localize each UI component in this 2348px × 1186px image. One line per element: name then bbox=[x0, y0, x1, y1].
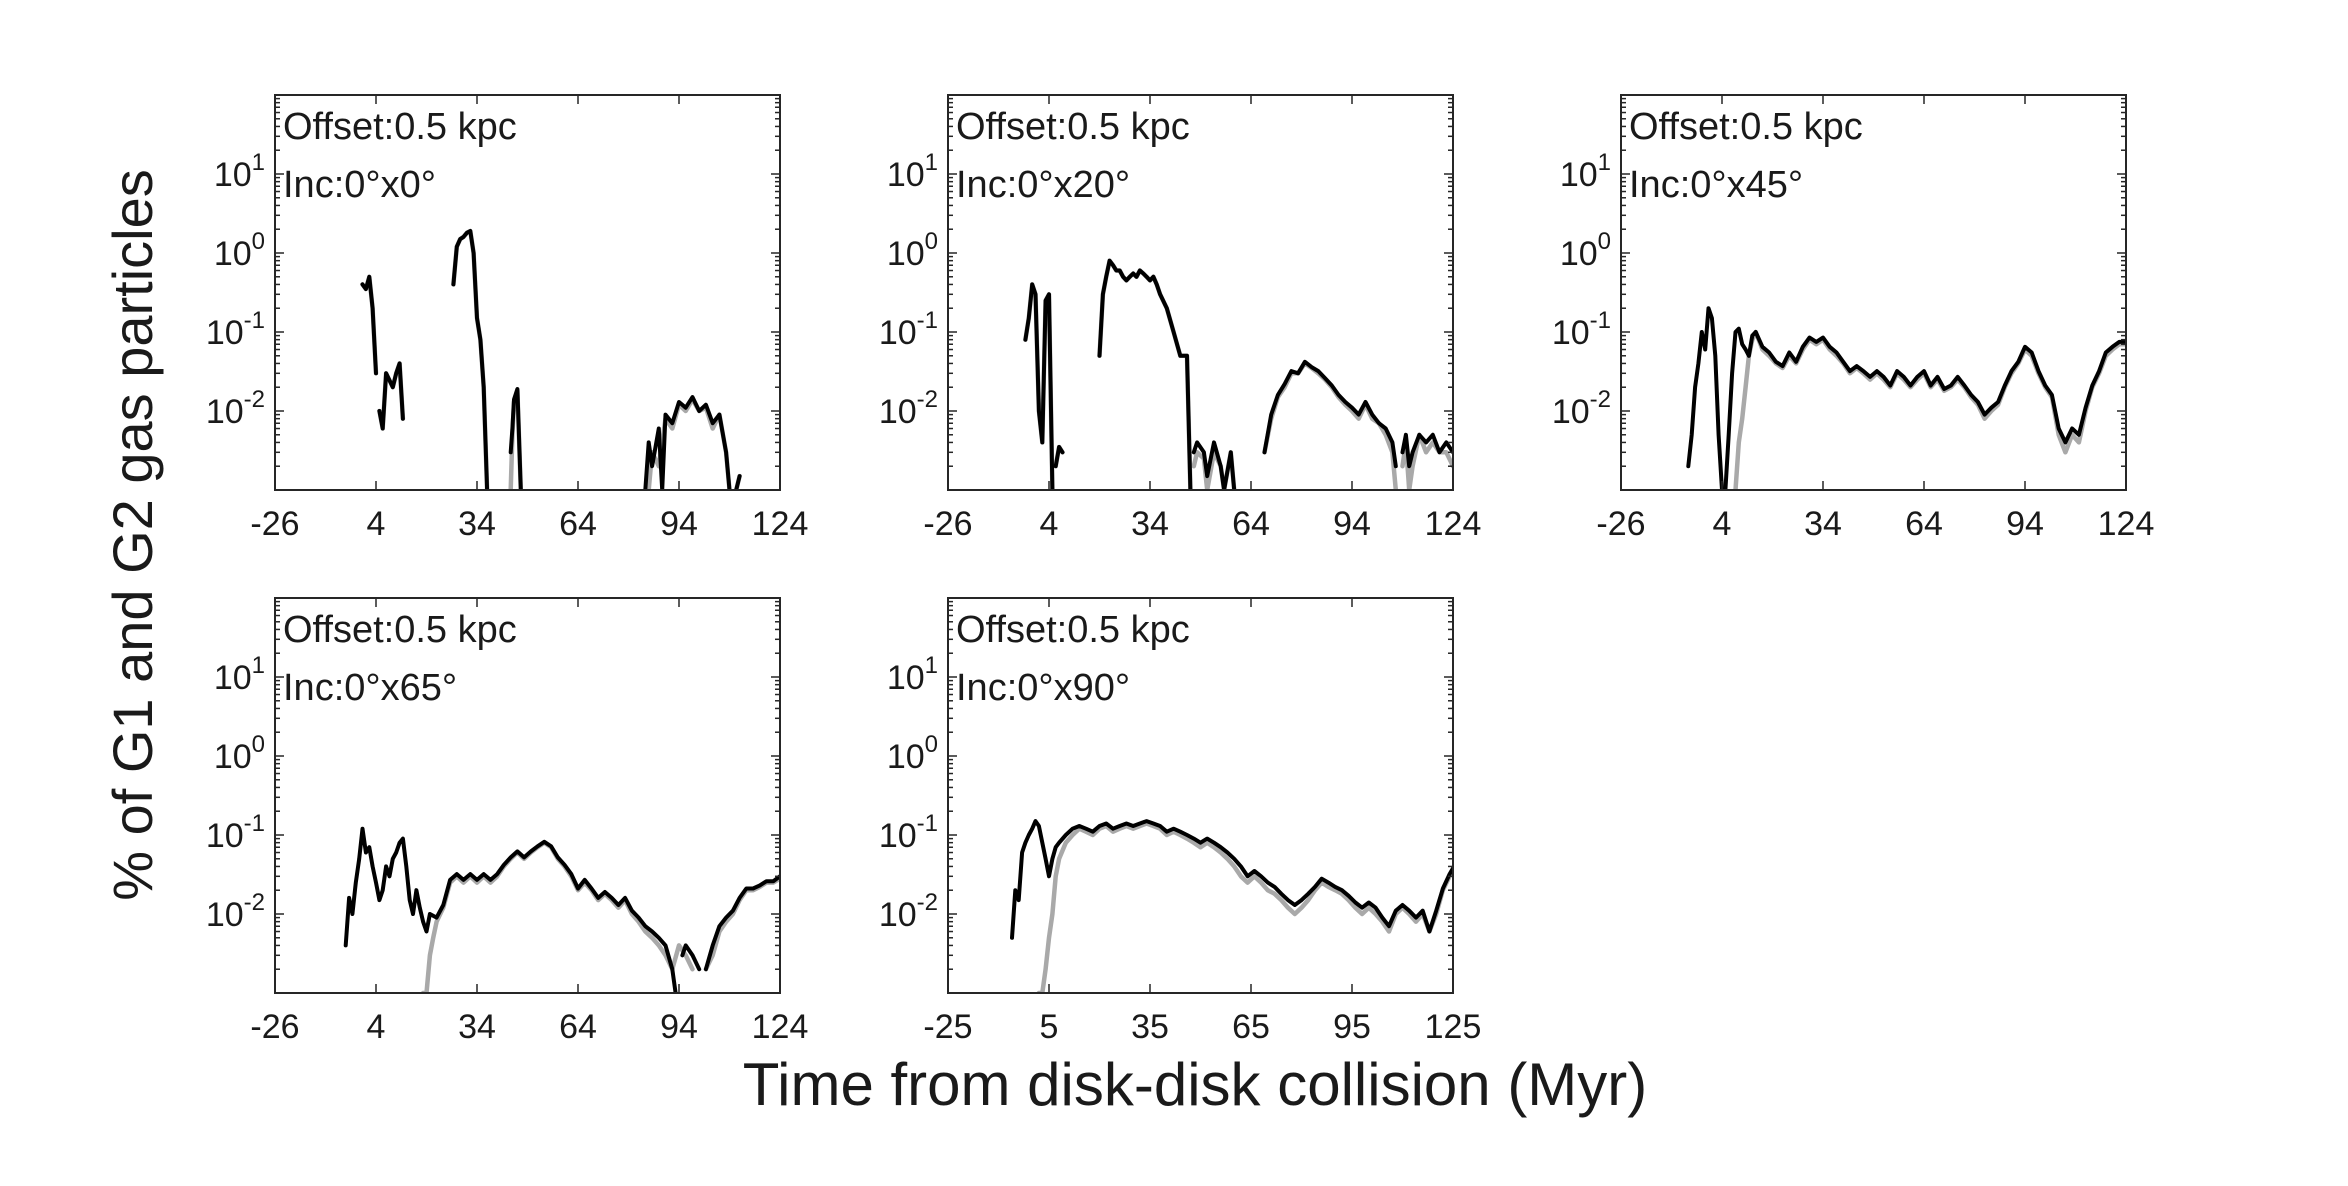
x-tick-label: 34 bbox=[1131, 505, 1169, 543]
panel-annotation: Inc:0°x90° bbox=[956, 667, 1130, 709]
panel-5: 10-2 10-1 100 101 -25 5 35 65 95 125 Offset:0.5 kp… bbox=[879, 597, 1482, 1046]
y-tick-label: 101 bbox=[887, 652, 938, 697]
axes-box bbox=[947, 94, 1454, 491]
panel-2: 10-2 10-1 100 101 -26 4 34 64 94 124 Offset:0.5 kp… bbox=[879, 94, 1482, 543]
series-line-gray-0 bbox=[1036, 821, 1453, 993]
y-tick-label: 10-2 bbox=[206, 889, 265, 934]
panels: 10-2 10-1 100 101 -26 4 34 64 94 124 Offset:0.5 kp… bbox=[206, 94, 2155, 1046]
x-tick-label: -26 bbox=[1596, 505, 1645, 543]
x-tick-label: 65 bbox=[1232, 1008, 1270, 1046]
y-tick-label: 101 bbox=[887, 149, 938, 194]
y-tick-label: 10-2 bbox=[1552, 386, 1611, 431]
series-line-black-1 bbox=[1723, 326, 2126, 490]
series-black bbox=[360, 229, 742, 490]
x-tick-label: 124 bbox=[752, 1008, 809, 1046]
x-tick-label: 4 bbox=[1040, 505, 1059, 543]
x-tick-label: 64 bbox=[559, 1008, 597, 1046]
series-line-black-4 bbox=[643, 395, 732, 490]
series-line-black-1 bbox=[680, 943, 702, 972]
series-gray bbox=[1036, 821, 1453, 993]
panel-annotation: Offset:0.5 kpc bbox=[1629, 106, 1863, 148]
y-tick-label: 10-1 bbox=[879, 307, 938, 352]
x-tick-label: 64 bbox=[559, 505, 597, 543]
y-tick-label: 101 bbox=[214, 652, 265, 697]
x-tick-label: 64 bbox=[1232, 505, 1270, 543]
axes-box bbox=[947, 597, 1454, 994]
panel-annotation: Inc:0°x65° bbox=[283, 667, 457, 709]
panel-annotation: Offset:0.5 kpc bbox=[956, 609, 1190, 651]
x-tick-label: 124 bbox=[752, 505, 809, 543]
series-line-black-0 bbox=[1023, 282, 1055, 490]
axes-box bbox=[274, 597, 781, 994]
panel-3: 10-2 10-1 100 101 -26 4 34 64 94 124 Offset:0.5 kp… bbox=[1552, 94, 2155, 543]
panel-annotation: Offset:0.5 kpc bbox=[283, 609, 517, 651]
panel-4: 10-2 10-1 100 101 -26 4 34 64 94 124 Offset:0.5 kp… bbox=[206, 597, 809, 1046]
y-axis-label: % of G1 and G2 gas particles bbox=[101, 169, 164, 901]
x-tick-label: 125 bbox=[1425, 1008, 1482, 1046]
series-line-black-0 bbox=[360, 274, 378, 376]
x-tick-label: 34 bbox=[458, 1008, 496, 1046]
x-tick-label: 94 bbox=[660, 1008, 698, 1046]
x-tick-label: 4 bbox=[1713, 505, 1732, 543]
x-tick-label: -26 bbox=[923, 505, 972, 543]
x-tick-label: 124 bbox=[2098, 505, 2155, 543]
y-tick-label: 10-1 bbox=[1552, 307, 1611, 352]
panel-annotation: Inc:0°x20° bbox=[956, 164, 1130, 206]
y-tick-label: 10-2 bbox=[206, 386, 265, 431]
y-tick-label: 101 bbox=[214, 149, 265, 194]
x-tick-label: 35 bbox=[1131, 1008, 1169, 1046]
y-tick-label: 100 bbox=[887, 731, 938, 776]
y-tick-label: 10-1 bbox=[206, 810, 265, 855]
series-line-black-0 bbox=[1686, 306, 1724, 490]
y-tick-label: 10-1 bbox=[879, 810, 938, 855]
panel-annotation: Offset:0.5 kpc bbox=[956, 106, 1190, 148]
x-tick-label: 124 bbox=[1425, 505, 1482, 543]
series-black bbox=[1023, 258, 1453, 490]
axes-box bbox=[274, 94, 781, 491]
series-line-black-5 bbox=[1400, 432, 1453, 469]
y-tick-label: 10-2 bbox=[879, 889, 938, 934]
x-tick-label: 64 bbox=[1905, 505, 1943, 543]
series-line-black-1 bbox=[1053, 445, 1065, 469]
x-tick-label: 34 bbox=[1804, 505, 1842, 543]
x-axis-label: Time from disk-disk collision (Myr) bbox=[743, 1051, 1648, 1118]
x-tick-label: -25 bbox=[923, 1008, 972, 1046]
series-line-black-0 bbox=[343, 826, 678, 993]
y-tick-label: 101 bbox=[1560, 149, 1611, 194]
x-tick-label: -26 bbox=[250, 1008, 299, 1046]
x-tick-label: 5 bbox=[1040, 1008, 1059, 1046]
x-tick-label: -26 bbox=[250, 505, 299, 543]
series-black bbox=[343, 826, 780, 993]
x-tick-label: 94 bbox=[1333, 505, 1371, 543]
series-black bbox=[1010, 819, 1453, 940]
y-tick-label: 10-2 bbox=[879, 386, 938, 431]
series-line-black-4 bbox=[1262, 359, 1398, 469]
series-line-black-2 bbox=[703, 874, 780, 972]
y-tick-label: 100 bbox=[214, 731, 265, 776]
x-tick-label: 95 bbox=[1333, 1008, 1371, 1046]
panel-annotation: Inc:0°x45° bbox=[1629, 164, 1803, 206]
x-tick-label: 4 bbox=[367, 1008, 386, 1046]
series-line-black-2 bbox=[1097, 258, 1193, 490]
panel-annotation: Inc:0°x0° bbox=[283, 164, 436, 206]
series-line-black-5 bbox=[734, 474, 742, 490]
x-tick-label: 34 bbox=[458, 505, 496, 543]
series-line-black-1 bbox=[377, 361, 405, 431]
x-tick-label: 94 bbox=[2006, 505, 2044, 543]
x-tick-label: 94 bbox=[660, 505, 698, 543]
series-line-black-3 bbox=[1191, 440, 1237, 490]
panel-annotation: Offset:0.5 kpc bbox=[283, 106, 517, 148]
x-tick-label: 4 bbox=[367, 505, 386, 543]
y-tick-label: 10-1 bbox=[206, 307, 265, 352]
axes-box bbox=[1620, 94, 2127, 491]
series-line-black-2 bbox=[451, 229, 490, 490]
y-tick-label: 100 bbox=[887, 228, 938, 273]
series-line-black-3 bbox=[508, 387, 523, 490]
series-black bbox=[1686, 306, 2126, 490]
y-tick-label: 100 bbox=[1560, 228, 1611, 273]
series-line-black-0 bbox=[1010, 819, 1453, 940]
panel-1: 10-2 10-1 100 101 -26 4 34 64 94 124 Offset:0.5 kp… bbox=[206, 94, 809, 543]
y-tick-label: 100 bbox=[214, 228, 265, 273]
